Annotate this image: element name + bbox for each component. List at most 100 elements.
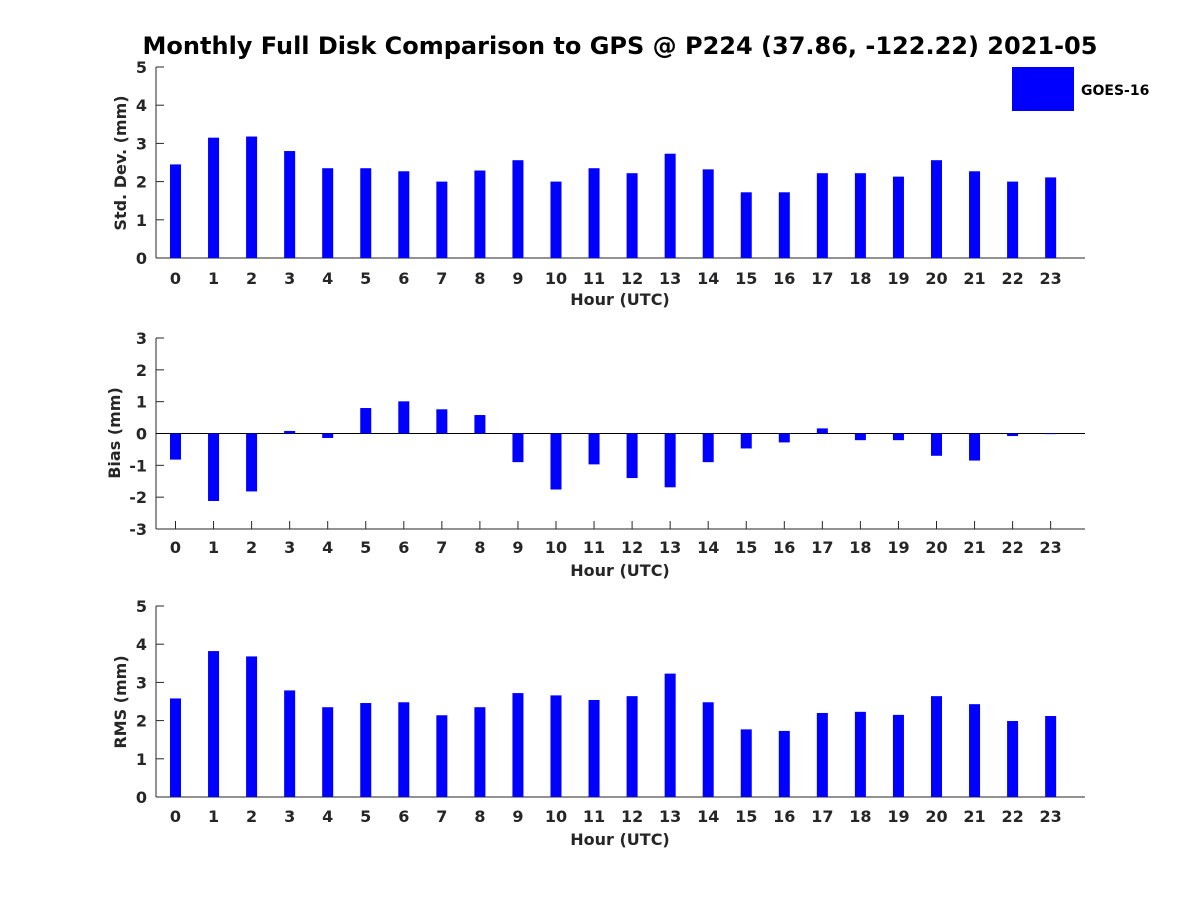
x-tick-label: 21 — [963, 269, 985, 288]
x-tick-label: 21 — [963, 538, 985, 557]
y-tick-label: 0 — [136, 249, 147, 268]
bar — [1045, 433, 1057, 435]
bar — [1007, 720, 1019, 797]
bar — [778, 433, 790, 443]
y-tick-label: 3 — [136, 134, 147, 153]
x-tick-label: 7 — [436, 538, 447, 557]
x-tick-label: 22 — [1001, 269, 1023, 288]
y-tick-label: 2 — [136, 173, 147, 192]
x-tick-label: 15 — [735, 538, 757, 557]
x-tick-label: 14 — [697, 269, 719, 288]
bar — [474, 170, 486, 258]
x-tick-label: 13 — [659, 538, 681, 557]
y-tick-label: 5 — [136, 597, 147, 616]
x-tick-label: 6 — [398, 269, 409, 288]
bar — [740, 433, 752, 449]
bar — [588, 699, 600, 797]
x-tick-label: 7 — [436, 269, 447, 288]
y-tick-label: -3 — [129, 520, 147, 539]
x-tick-label: 22 — [1001, 807, 1023, 826]
bar — [664, 153, 676, 258]
x-tick-label: 10 — [545, 807, 567, 826]
x-tick-label: 23 — [1040, 807, 1062, 826]
x-tick-label: 23 — [1040, 269, 1062, 288]
y-tick-label: 3 — [136, 673, 147, 692]
bar — [436, 181, 448, 258]
bar — [626, 173, 638, 258]
x-tick-label: 16 — [773, 269, 795, 288]
x-tick-label: 16 — [773, 807, 795, 826]
bar — [550, 433, 562, 490]
bar — [664, 673, 676, 797]
x-tick-label: 14 — [697, 538, 719, 557]
y-axis-label: RMS (mm) — [111, 655, 130, 748]
x-tick-label: 4 — [322, 807, 333, 826]
x-axis-label: Hour (UTC) — [570, 290, 670, 309]
bar — [284, 430, 296, 434]
y-tick-label: 0 — [136, 788, 147, 807]
bar — [322, 707, 334, 797]
x-tick-label: 23 — [1040, 538, 1062, 557]
x-tick-label: 14 — [697, 807, 719, 826]
x-tick-label: 0 — [170, 538, 181, 557]
bar — [550, 181, 562, 258]
bar — [626, 433, 638, 479]
x-tick-label: 21 — [963, 807, 985, 826]
bar — [816, 173, 828, 258]
y-axis-label: Bias (mm) — [105, 387, 124, 479]
x-tick-label: 20 — [925, 269, 947, 288]
bar — [170, 698, 181, 797]
bar — [626, 696, 638, 797]
x-tick-label: 18 — [849, 807, 871, 826]
bar — [778, 730, 790, 797]
bar — [969, 433, 981, 461]
bar — [284, 151, 296, 258]
bar — [208, 137, 220, 258]
x-tick-label: 2 — [246, 807, 257, 826]
x-tick-label: 18 — [849, 538, 871, 557]
bar — [170, 433, 181, 460]
legend-label: GOES-16 — [1081, 83, 1149, 99]
bar — [474, 415, 486, 434]
x-tick-label: 9 — [512, 807, 523, 826]
bar — [931, 160, 942, 258]
x-tick-label: 18 — [849, 269, 871, 288]
bar — [246, 433, 258, 492]
y-tick-label: -1 — [129, 456, 147, 475]
bar — [398, 702, 410, 797]
bar — [854, 173, 866, 258]
x-tick-label: 17 — [811, 269, 833, 288]
x-tick-label: 22 — [1001, 538, 1023, 557]
bar — [969, 704, 981, 797]
x-tick-label: 15 — [735, 807, 757, 826]
x-tick-label: 2 — [246, 269, 257, 288]
bar — [892, 176, 904, 258]
bar — [854, 433, 866, 441]
bar — [892, 714, 904, 797]
y-tick-label: 2 — [136, 361, 147, 380]
x-tick-label: 15 — [735, 269, 757, 288]
legend-swatch — [1012, 67, 1074, 111]
bar — [550, 695, 562, 797]
x-tick-label: 5 — [360, 807, 371, 826]
x-tick-label: 17 — [811, 807, 833, 826]
x-tick-label: 6 — [398, 807, 409, 826]
bar — [398, 401, 410, 434]
bar — [436, 715, 448, 797]
x-tick-label: 4 — [322, 538, 333, 557]
x-tick-label: 11 — [583, 807, 605, 826]
x-tick-label: 0 — [170, 807, 181, 826]
bar — [1007, 433, 1019, 437]
x-tick-label: 8 — [474, 269, 485, 288]
x-axis-label: Hour (UTC) — [570, 561, 670, 580]
bar — [208, 651, 220, 797]
bar — [740, 729, 752, 797]
x-tick-label: 4 — [322, 269, 333, 288]
x-axis-label: Hour (UTC) — [570, 830, 670, 849]
bar — [588, 168, 600, 258]
bar — [702, 169, 714, 258]
x-tick-label: 20 — [925, 538, 947, 557]
